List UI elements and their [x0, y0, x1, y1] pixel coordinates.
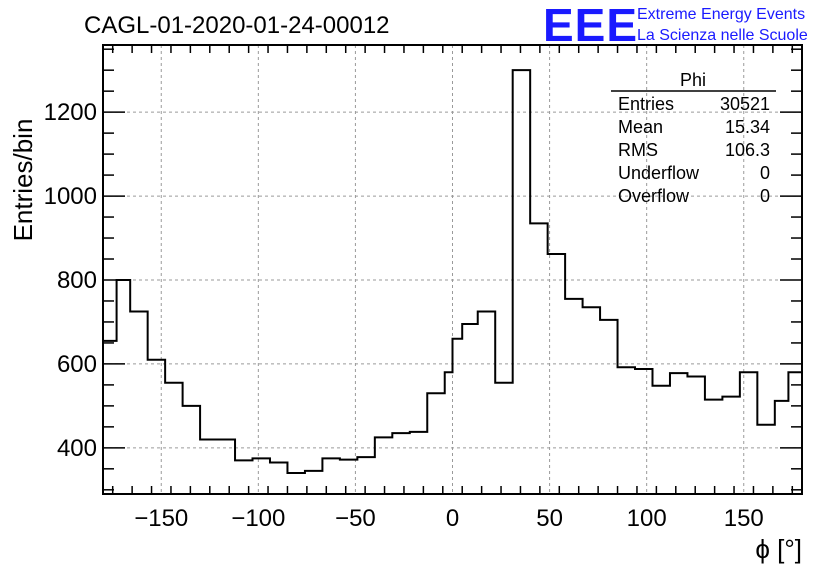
y-tick-label: 400: [57, 435, 97, 462]
y-tick-label: 600: [57, 351, 97, 378]
stats-value: 15.34: [725, 117, 770, 137]
histogram-outline: [102, 69, 803, 494]
stats-value: 106.3: [725, 140, 770, 160]
x-tick-label: −100: [231, 505, 285, 532]
x-tick-label: 100: [627, 505, 667, 532]
x-tick-labels: −150 −100 −50 0 50 100 150: [134, 505, 764, 532]
logo-line-1: Extreme Energy Events: [637, 6, 805, 23]
grid-lines: [103, 45, 802, 494]
stats-value: 0: [760, 186, 770, 206]
x-tick-label: −50: [335, 505, 376, 532]
stats-box: Phi Entries 30521 Mean 15.34 RMS 106.3 Underfl…: [611, 70, 776, 206]
chart-title: CAGL-01-2020-01-24-00012: [84, 12, 390, 39]
stats-title: Phi: [680, 70, 706, 90]
x-tick-label: −150: [134, 505, 188, 532]
x-tick-label: 50: [536, 505, 563, 532]
y-tick-label: 1000: [44, 183, 97, 210]
plot-frame: [102, 44, 803, 495]
stats-value: 30521: [720, 94, 770, 114]
y-axis-label: Entries/bin: [8, 119, 38, 242]
logo-line-2: La Scienza nelle Scuole: [637, 27, 808, 44]
stats-value: 0: [760, 163, 770, 183]
stats-label: Mean: [618, 117, 663, 137]
stats-label: Entries: [618, 94, 674, 114]
axis-ticks: [103, 45, 802, 494]
stats-label: Underflow: [618, 163, 700, 183]
y-tick-label: 800: [57, 267, 97, 294]
eee-logo: EEE Extreme Energy Events La Scienza nel…: [543, 0, 808, 51]
x-tick-label: 150: [724, 505, 764, 532]
y-tick-label: 1200: [44, 99, 97, 126]
logo-mark: EEE: [543, 0, 638, 51]
stats-label: RMS: [618, 140, 658, 160]
x-tick-label: 0: [446, 505, 459, 532]
stats-rows: Entries 30521 Mean 15.34 RMS 106.3 Underflow 0 O…: [618, 94, 770, 206]
x-axis-label: ϕ [°]: [755, 534, 802, 564]
stats-label: Overflow: [618, 186, 690, 206]
y-tick-labels: 400 600 800 1000 1200: [44, 99, 97, 462]
